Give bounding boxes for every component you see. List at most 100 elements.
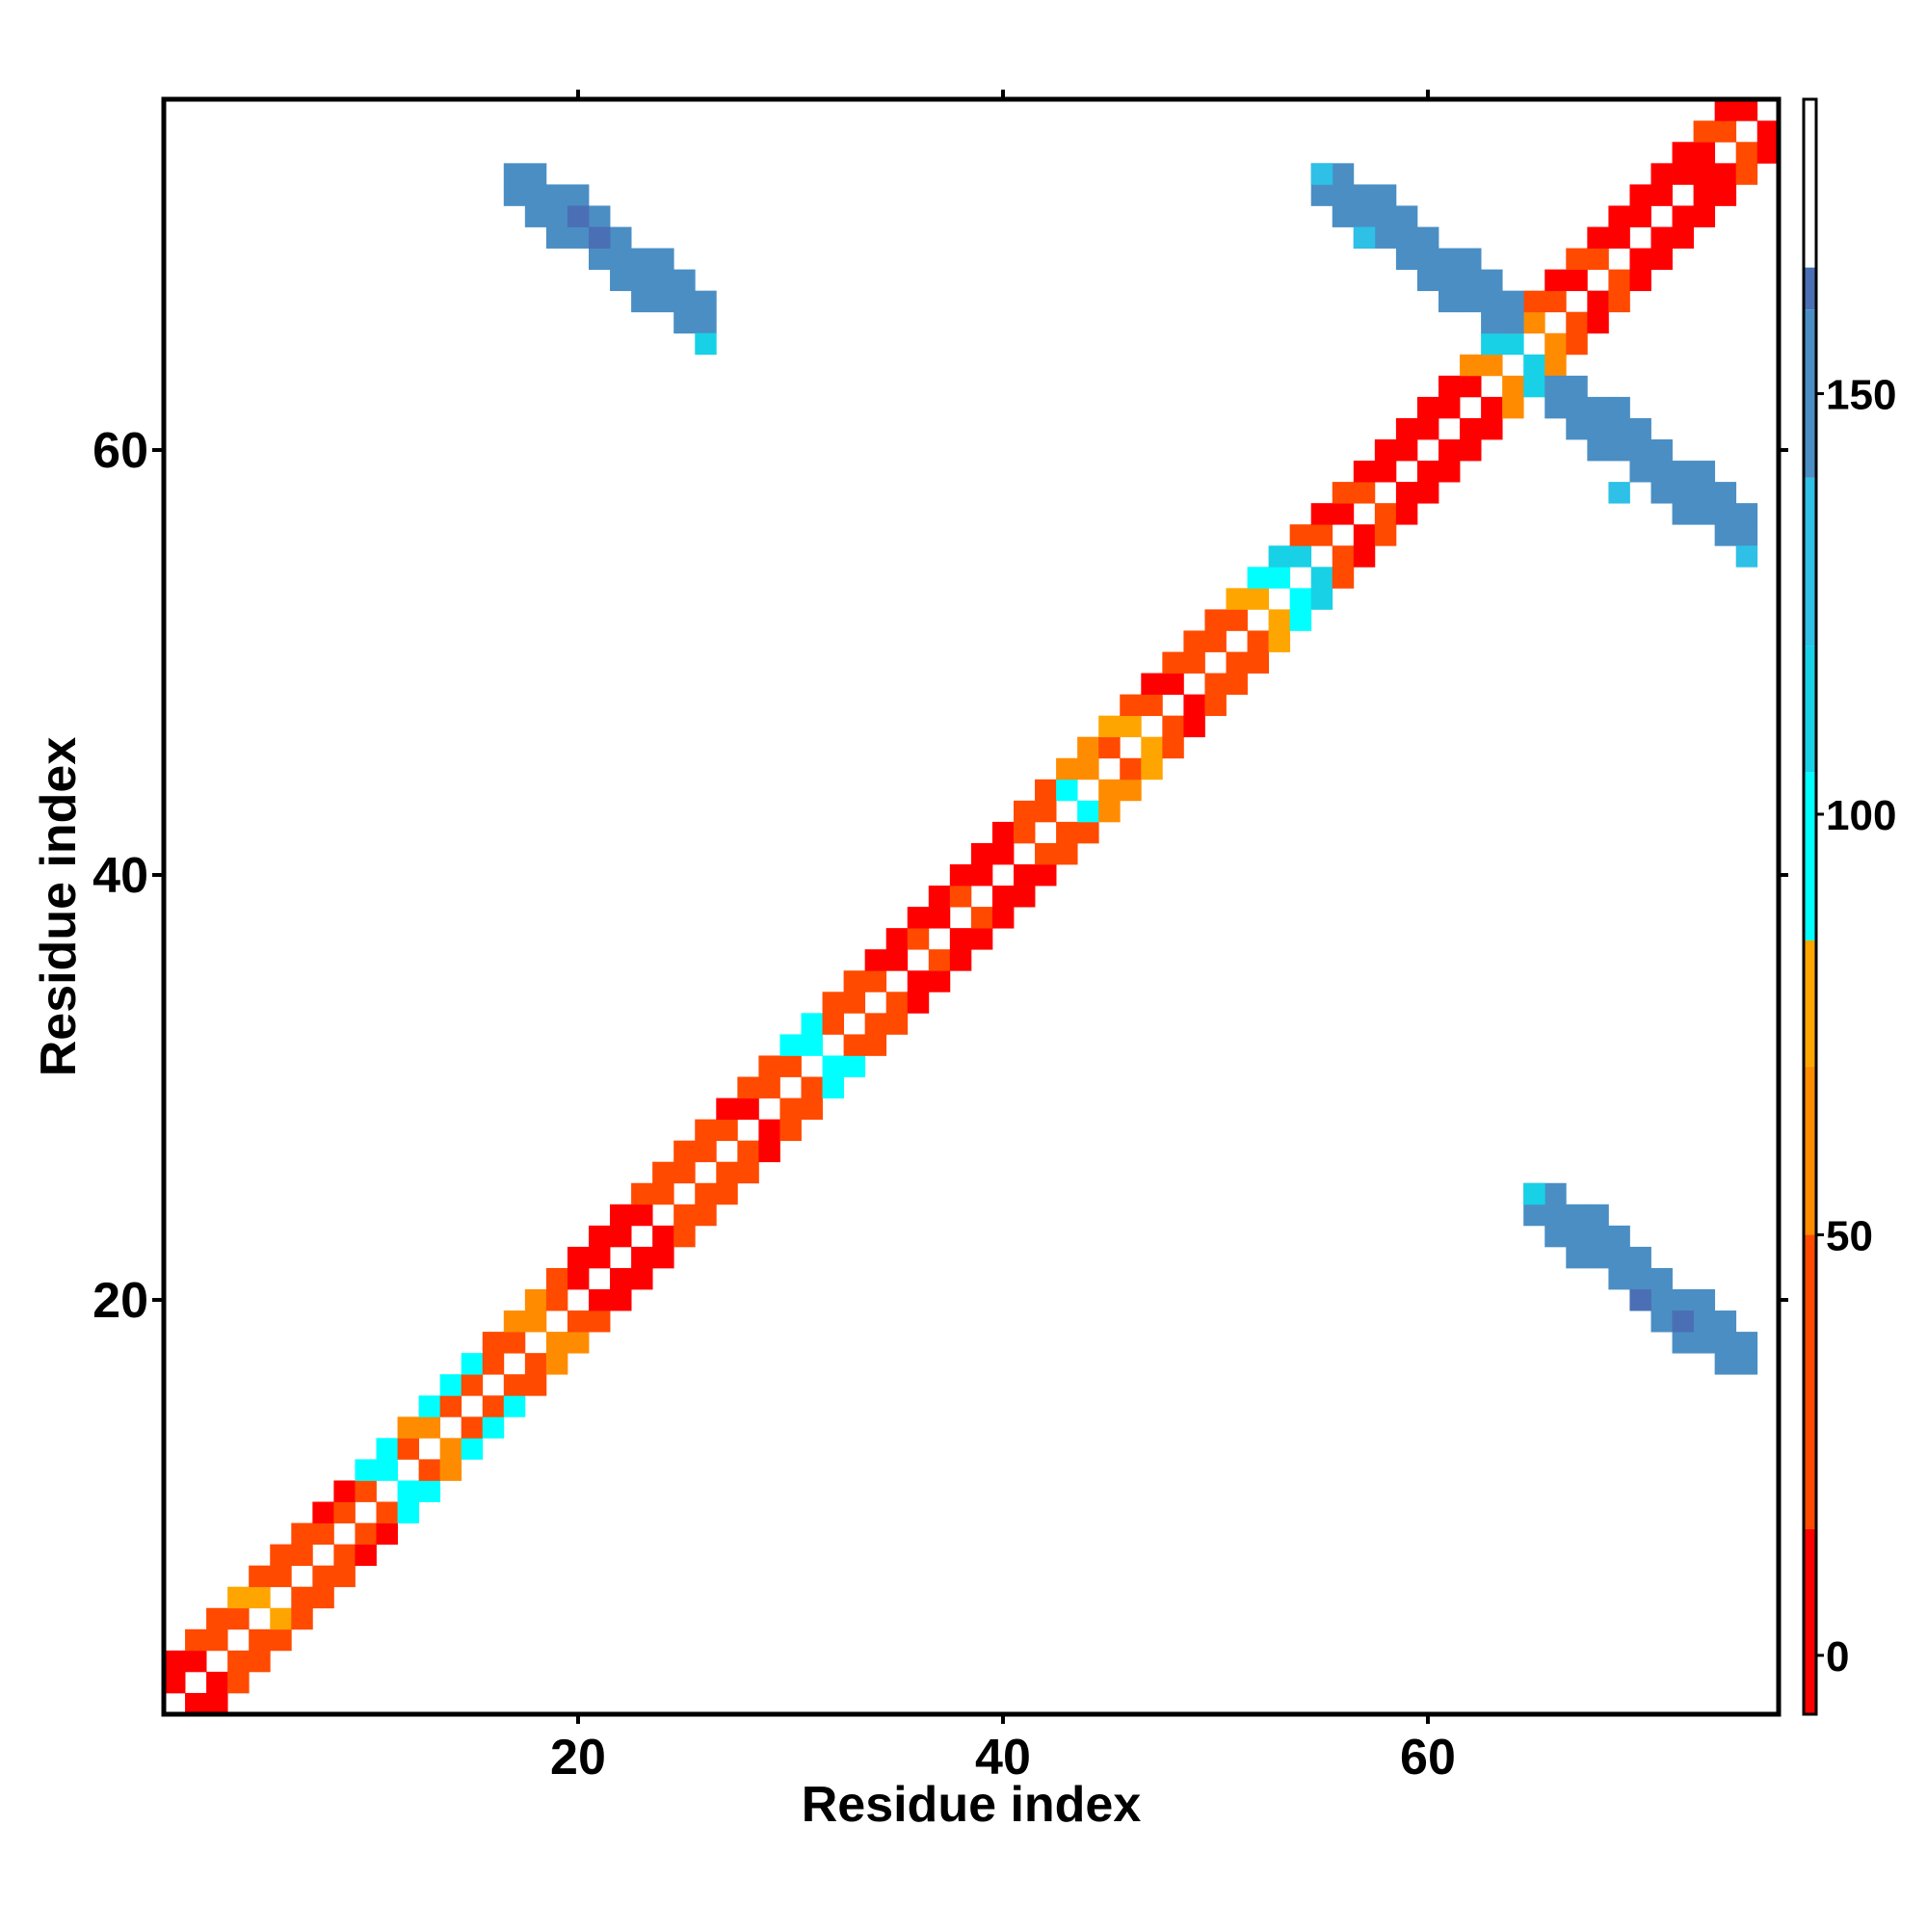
heatmap-cell bbox=[737, 1161, 759, 1184]
heatmap-cell bbox=[843, 970, 866, 992]
heatmap-cell bbox=[1587, 1204, 1609, 1227]
heatmap-cell bbox=[1502, 311, 1524, 334]
heatmap-cell bbox=[970, 864, 993, 887]
heatmap-cell bbox=[1374, 461, 1397, 483]
heatmap-cell bbox=[1077, 757, 1099, 781]
heatmap-cell bbox=[610, 1225, 632, 1248]
heatmap-cell bbox=[1523, 1182, 1545, 1205]
heatmap-cell bbox=[1120, 694, 1142, 717]
heatmap-cell bbox=[1035, 842, 1057, 865]
heatmap-cell bbox=[1183, 715, 1205, 738]
heatmap-cell bbox=[503, 163, 526, 185]
heatmap-cell bbox=[1693, 482, 1716, 504]
heatmap-cell bbox=[1353, 461, 1376, 483]
heatmap-cell bbox=[589, 226, 611, 249]
heatmap-cell bbox=[545, 184, 568, 206]
heatmap-cell bbox=[524, 1289, 547, 1311]
heatmap-cell bbox=[418, 1459, 441, 1481]
heatmap-cell bbox=[524, 1374, 547, 1396]
heatmap-cell bbox=[1587, 311, 1609, 334]
heatmap-cell bbox=[461, 1438, 484, 1460]
heatmap-cell bbox=[1608, 290, 1630, 313]
heatmap-cell bbox=[1714, 120, 1737, 143]
heatmap-cell bbox=[907, 907, 930, 929]
heatmap-cell bbox=[1693, 205, 1716, 227]
heatmap-cell bbox=[524, 184, 547, 206]
heatmap-cell bbox=[1098, 779, 1121, 802]
heatmap-cell bbox=[1650, 163, 1673, 185]
heatmap-cell bbox=[1332, 184, 1355, 206]
heatmap-cell bbox=[695, 290, 717, 313]
heatmap-cell bbox=[1714, 482, 1737, 504]
heatmap-cell bbox=[695, 1140, 717, 1163]
heatmap-cell bbox=[885, 1013, 909, 1035]
heatmap-cell bbox=[249, 1586, 271, 1609]
heatmap-cell bbox=[1714, 184, 1737, 206]
heatmap-cell bbox=[758, 1119, 780, 1142]
heatmap-cell bbox=[1120, 715, 1142, 738]
heatmap-cell bbox=[991, 907, 1015, 929]
heatmap-cell bbox=[1672, 482, 1694, 504]
heatmap-cell bbox=[1693, 461, 1716, 483]
heatmap-cell bbox=[1268, 630, 1291, 652]
heatmap-cell bbox=[949, 864, 972, 887]
heatmap-cell bbox=[928, 970, 951, 992]
heatmap-cell bbox=[1481, 354, 1503, 377]
heatmap-cell bbox=[610, 1289, 632, 1311]
heatmap-cell bbox=[907, 928, 930, 950]
heatmap-cell bbox=[1629, 1267, 1651, 1290]
heatmap-cell bbox=[1502, 375, 1524, 398]
heatmap-cell bbox=[333, 1480, 356, 1502]
heatmap-cell bbox=[1693, 1332, 1716, 1354]
heatmap-cell bbox=[1523, 354, 1545, 377]
heatmap-cell bbox=[1672, 163, 1694, 185]
heatmap-cell bbox=[1460, 248, 1482, 270]
heatmap-cell bbox=[1141, 736, 1163, 759]
heatmap-cell bbox=[1395, 439, 1418, 462]
heatmap-cell bbox=[652, 269, 674, 292]
heatmap-cell bbox=[439, 1459, 462, 1481]
heatmap-cell bbox=[631, 1182, 653, 1205]
heatmap-cell bbox=[822, 1013, 844, 1035]
heatmap-cell bbox=[970, 842, 993, 865]
heatmap-cell bbox=[1523, 290, 1545, 313]
heatmap-cell bbox=[1395, 205, 1418, 227]
x-tick-label: 40 bbox=[975, 1730, 1031, 1786]
heatmap-cell bbox=[716, 1098, 738, 1120]
heatmap-cell bbox=[1714, 524, 1737, 546]
heatmap-cell bbox=[1672, 142, 1694, 164]
heatmap-cell bbox=[1481, 290, 1503, 313]
heatmap-cell bbox=[1247, 588, 1269, 610]
heatmap-cell bbox=[991, 821, 1015, 844]
heatmap-cell bbox=[1460, 354, 1482, 377]
heatmap-cell bbox=[1693, 142, 1716, 164]
heatmap-cell bbox=[418, 1395, 441, 1417]
heatmap-cell bbox=[843, 1055, 866, 1077]
colorbar: 0 50 100 150 bbox=[1802, 97, 1896, 1716]
heatmap-cell bbox=[652, 290, 674, 313]
heatmap-cell bbox=[1439, 461, 1461, 483]
heatmap-cell bbox=[1439, 269, 1461, 292]
heatmap-cell bbox=[1481, 332, 1503, 356]
heatmap-cell bbox=[589, 1310, 611, 1333]
heatmap-cell bbox=[1204, 630, 1227, 652]
heatmap-cell bbox=[716, 1119, 738, 1142]
heatmap-cell bbox=[610, 1204, 632, 1227]
heatmap-cell bbox=[673, 290, 696, 313]
heatmap-cell bbox=[716, 1161, 738, 1184]
colorbar-band bbox=[1804, 99, 1816, 268]
heatmap-cell bbox=[1587, 1246, 1609, 1269]
heatmap-cell bbox=[206, 1628, 228, 1652]
heatmap-cell bbox=[1332, 503, 1355, 525]
heatmap-cell bbox=[1608, 396, 1630, 419]
heatmap-cell bbox=[737, 1140, 759, 1163]
heatmap-cell bbox=[1289, 545, 1312, 568]
heatmap-cell bbox=[652, 1161, 674, 1184]
heatmap-cell bbox=[291, 1522, 313, 1545]
heatmap-cell bbox=[1310, 503, 1333, 525]
heatmap-cell bbox=[1014, 821, 1036, 844]
heatmap-cell bbox=[461, 1353, 484, 1375]
heatmap-cell bbox=[1332, 482, 1355, 504]
heatmap-cell bbox=[333, 1544, 356, 1567]
heatmap-cell bbox=[376, 1459, 398, 1481]
